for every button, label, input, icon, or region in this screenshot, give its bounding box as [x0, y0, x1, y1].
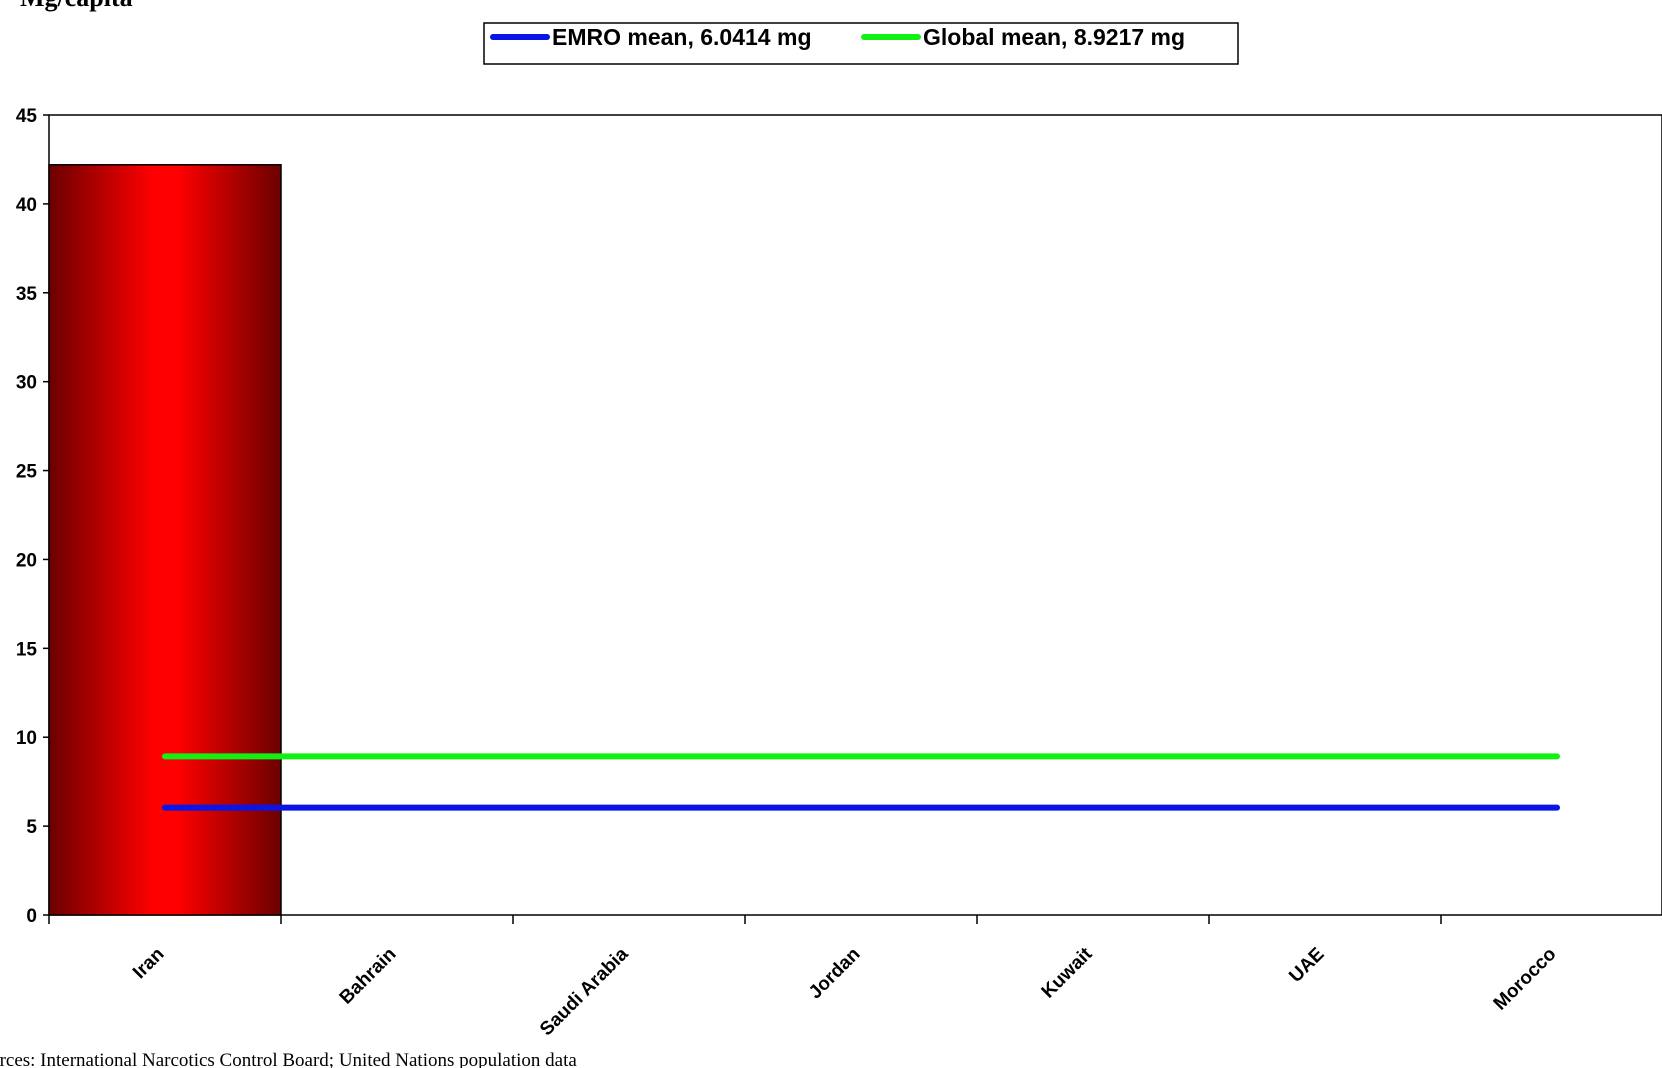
y-axis: 0 5 10 15 20 25 30 35 40 45 [16, 106, 49, 927]
y-tick-label: 40 [16, 195, 37, 216]
reference-lines [162, 753, 1560, 811]
x-tick-label-kuwait: Kuwait [1038, 943, 1097, 1002]
x-tick-label-jordan: Jordan [805, 944, 865, 1004]
x-tick-label-morocco: Morocco [1490, 944, 1561, 1015]
legend: EMRO mean, 6.0414 mg Global mean, 8.9217… [483, 22, 1239, 65]
x-tick-label-saudi-arabia: Saudi Arabia [536, 943, 633, 1040]
y-tick-label: 10 [16, 728, 37, 749]
y-tick-label: 20 [16, 550, 37, 571]
x-tick-label-bahrain: Bahrain [336, 944, 401, 1009]
bar-iran [48, 164, 282, 916]
y-tick-label: 35 [16, 284, 38, 305]
y-tick-label: 5 [26, 817, 37, 838]
y-axis-label: Mg/capita [20, 0, 133, 12]
bars [48, 164, 282, 916]
x-axis: Iran Bahrain Saudi Arabia Jordan Kuwait UAE Mo… [48, 915, 1561, 1040]
y-tick-label: 0 [26, 906, 37, 927]
legend-box [483, 22, 1239, 65]
y-tick-label: 15 [16, 639, 38, 660]
plot-area [48, 114, 1662, 916]
x-tick-label-uae: UAE [1285, 944, 1328, 987]
source-note: Sources: International Narcotics Control… [0, 1050, 577, 1068]
legend-label-global: Global mean, 8.9217 mg [923, 24, 1185, 50]
y-tick-label: 45 [16, 106, 38, 127]
y-tick-label: 25 [16, 462, 38, 483]
x-tick-label-iran: Iran [129, 944, 168, 983]
y-tick-label: 30 [16, 373, 37, 394]
legend-label-emro: EMRO mean, 6.0414 mg [552, 24, 812, 50]
